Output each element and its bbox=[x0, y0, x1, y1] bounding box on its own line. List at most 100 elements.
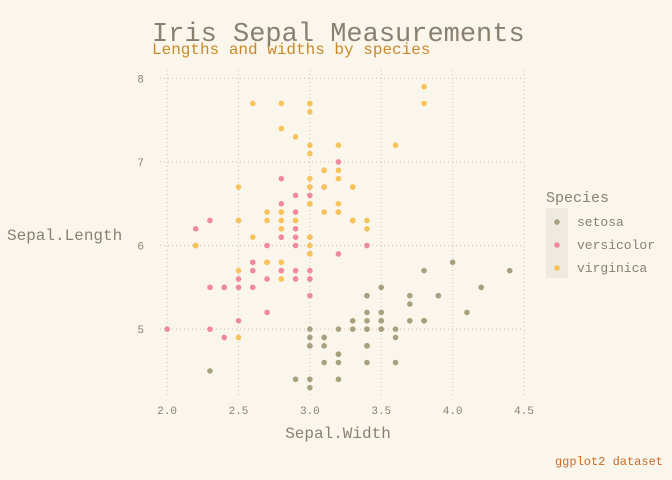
point-setosa bbox=[407, 301, 413, 307]
point-setosa bbox=[364, 326, 370, 332]
point-versicolor bbox=[278, 175, 285, 182]
point-setosa bbox=[207, 368, 213, 374]
point-virginica bbox=[421, 100, 427, 107]
legend-label-setosa: setosa bbox=[577, 215, 624, 230]
legend-title: Species bbox=[546, 190, 609, 207]
legend-key-setosa bbox=[554, 219, 560, 225]
point-virginica bbox=[307, 100, 313, 107]
x-axis-title: Sepal.Width bbox=[285, 425, 391, 443]
point-versicolor bbox=[292, 192, 299, 199]
point-virginica bbox=[321, 184, 327, 190]
point-setosa bbox=[321, 343, 327, 349]
point-setosa bbox=[321, 359, 327, 366]
x-tick-label: 2.5 bbox=[229, 406, 249, 418]
point-setosa bbox=[364, 317, 370, 324]
point-versicolor bbox=[264, 276, 270, 282]
point-setosa bbox=[392, 326, 399, 332]
x-tick-label: 2.0 bbox=[157, 406, 177, 418]
point-virginica bbox=[292, 134, 299, 140]
point-setosa bbox=[378, 326, 385, 332]
point-setosa bbox=[435, 292, 442, 299]
point-virginica bbox=[321, 209, 327, 215]
x-axis-ticks: 2.0 2.5 3.0 3.5 4.0 4.5 bbox=[157, 406, 534, 418]
point-virginica bbox=[249, 234, 256, 240]
point-virginica bbox=[321, 167, 327, 174]
point-setosa bbox=[506, 267, 513, 274]
chart-subtitle: Lengths and widths by species bbox=[152, 41, 430, 59]
point-versicolor bbox=[249, 284, 256, 291]
point-virginica bbox=[349, 184, 356, 190]
point-setosa bbox=[349, 317, 356, 324]
point-setosa bbox=[335, 351, 342, 358]
point-virginica bbox=[307, 142, 313, 149]
x-tick-label: 4.0 bbox=[443, 406, 463, 418]
point-versicolor bbox=[235, 317, 242, 324]
point-versicolor bbox=[278, 267, 285, 274]
point-setosa bbox=[378, 309, 385, 316]
legend-label-virginica: virginica bbox=[577, 261, 647, 276]
legend: Species setosa versicolor virginica bbox=[546, 190, 655, 278]
point-versicolor bbox=[292, 242, 299, 249]
point-virginica bbox=[278, 100, 285, 107]
point-versicolor bbox=[307, 292, 313, 299]
point-virginica bbox=[307, 150, 313, 157]
point-virginica bbox=[335, 200, 342, 207]
point-setosa bbox=[307, 343, 313, 349]
point-versicolor bbox=[221, 334, 228, 341]
point-virginica bbox=[278, 125, 285, 132]
point-virginica bbox=[392, 142, 399, 149]
legend-key-virginica bbox=[554, 265, 560, 271]
point-virginica bbox=[307, 251, 313, 257]
point-setosa bbox=[392, 334, 399, 341]
point-virginica bbox=[349, 217, 356, 224]
point-setosa bbox=[364, 359, 370, 366]
point-virginica bbox=[278, 226, 285, 232]
point-setosa bbox=[378, 317, 385, 324]
point-virginica bbox=[307, 242, 313, 249]
point-versicolor bbox=[164, 326, 170, 332]
point-versicolor bbox=[249, 267, 256, 274]
point-setosa bbox=[335, 326, 342, 332]
point-setosa bbox=[364, 309, 370, 316]
point-setosa bbox=[478, 284, 484, 291]
point-versicolor bbox=[207, 284, 213, 291]
point-virginica bbox=[307, 234, 313, 240]
point-versicolor bbox=[292, 234, 299, 240]
point-setosa bbox=[421, 267, 427, 274]
point-setosa bbox=[335, 359, 342, 366]
point-setosa bbox=[364, 343, 370, 349]
y-tick-label: 8 bbox=[137, 74, 144, 86]
point-versicolor bbox=[292, 267, 299, 274]
x-tick-label: 4.5 bbox=[514, 406, 534, 418]
point-virginica bbox=[235, 184, 242, 190]
point-versicolor bbox=[307, 267, 313, 274]
point-setosa bbox=[364, 292, 370, 299]
legend-key-versicolor bbox=[554, 242, 560, 248]
point-virginica bbox=[278, 276, 285, 282]
point-virginica bbox=[235, 217, 242, 224]
point-setosa bbox=[421, 317, 427, 324]
point-versicolor bbox=[207, 326, 213, 332]
point-setosa bbox=[407, 317, 413, 324]
point-virginica bbox=[335, 167, 342, 174]
point-virginica bbox=[335, 175, 342, 182]
point-versicolor bbox=[335, 159, 342, 165]
point-virginica bbox=[421, 83, 427, 90]
point-virginica bbox=[278, 209, 285, 215]
point-versicolor bbox=[364, 242, 370, 249]
point-setosa bbox=[307, 334, 313, 341]
x-tick-label: 3.5 bbox=[371, 406, 391, 418]
y-axis-title: Sepal.Length bbox=[7, 227, 122, 245]
point-versicolor bbox=[221, 284, 228, 291]
point-versicolor bbox=[235, 276, 242, 282]
legend-label-versicolor: versicolor bbox=[577, 238, 655, 253]
y-tick-label: 5 bbox=[137, 325, 144, 337]
point-setosa bbox=[407, 292, 413, 299]
point-virginica bbox=[235, 334, 242, 341]
point-virginica bbox=[307, 108, 313, 115]
point-virginica bbox=[307, 175, 313, 182]
point-virginica bbox=[292, 217, 299, 224]
point-setosa bbox=[292, 376, 299, 383]
point-virginica bbox=[249, 100, 256, 107]
